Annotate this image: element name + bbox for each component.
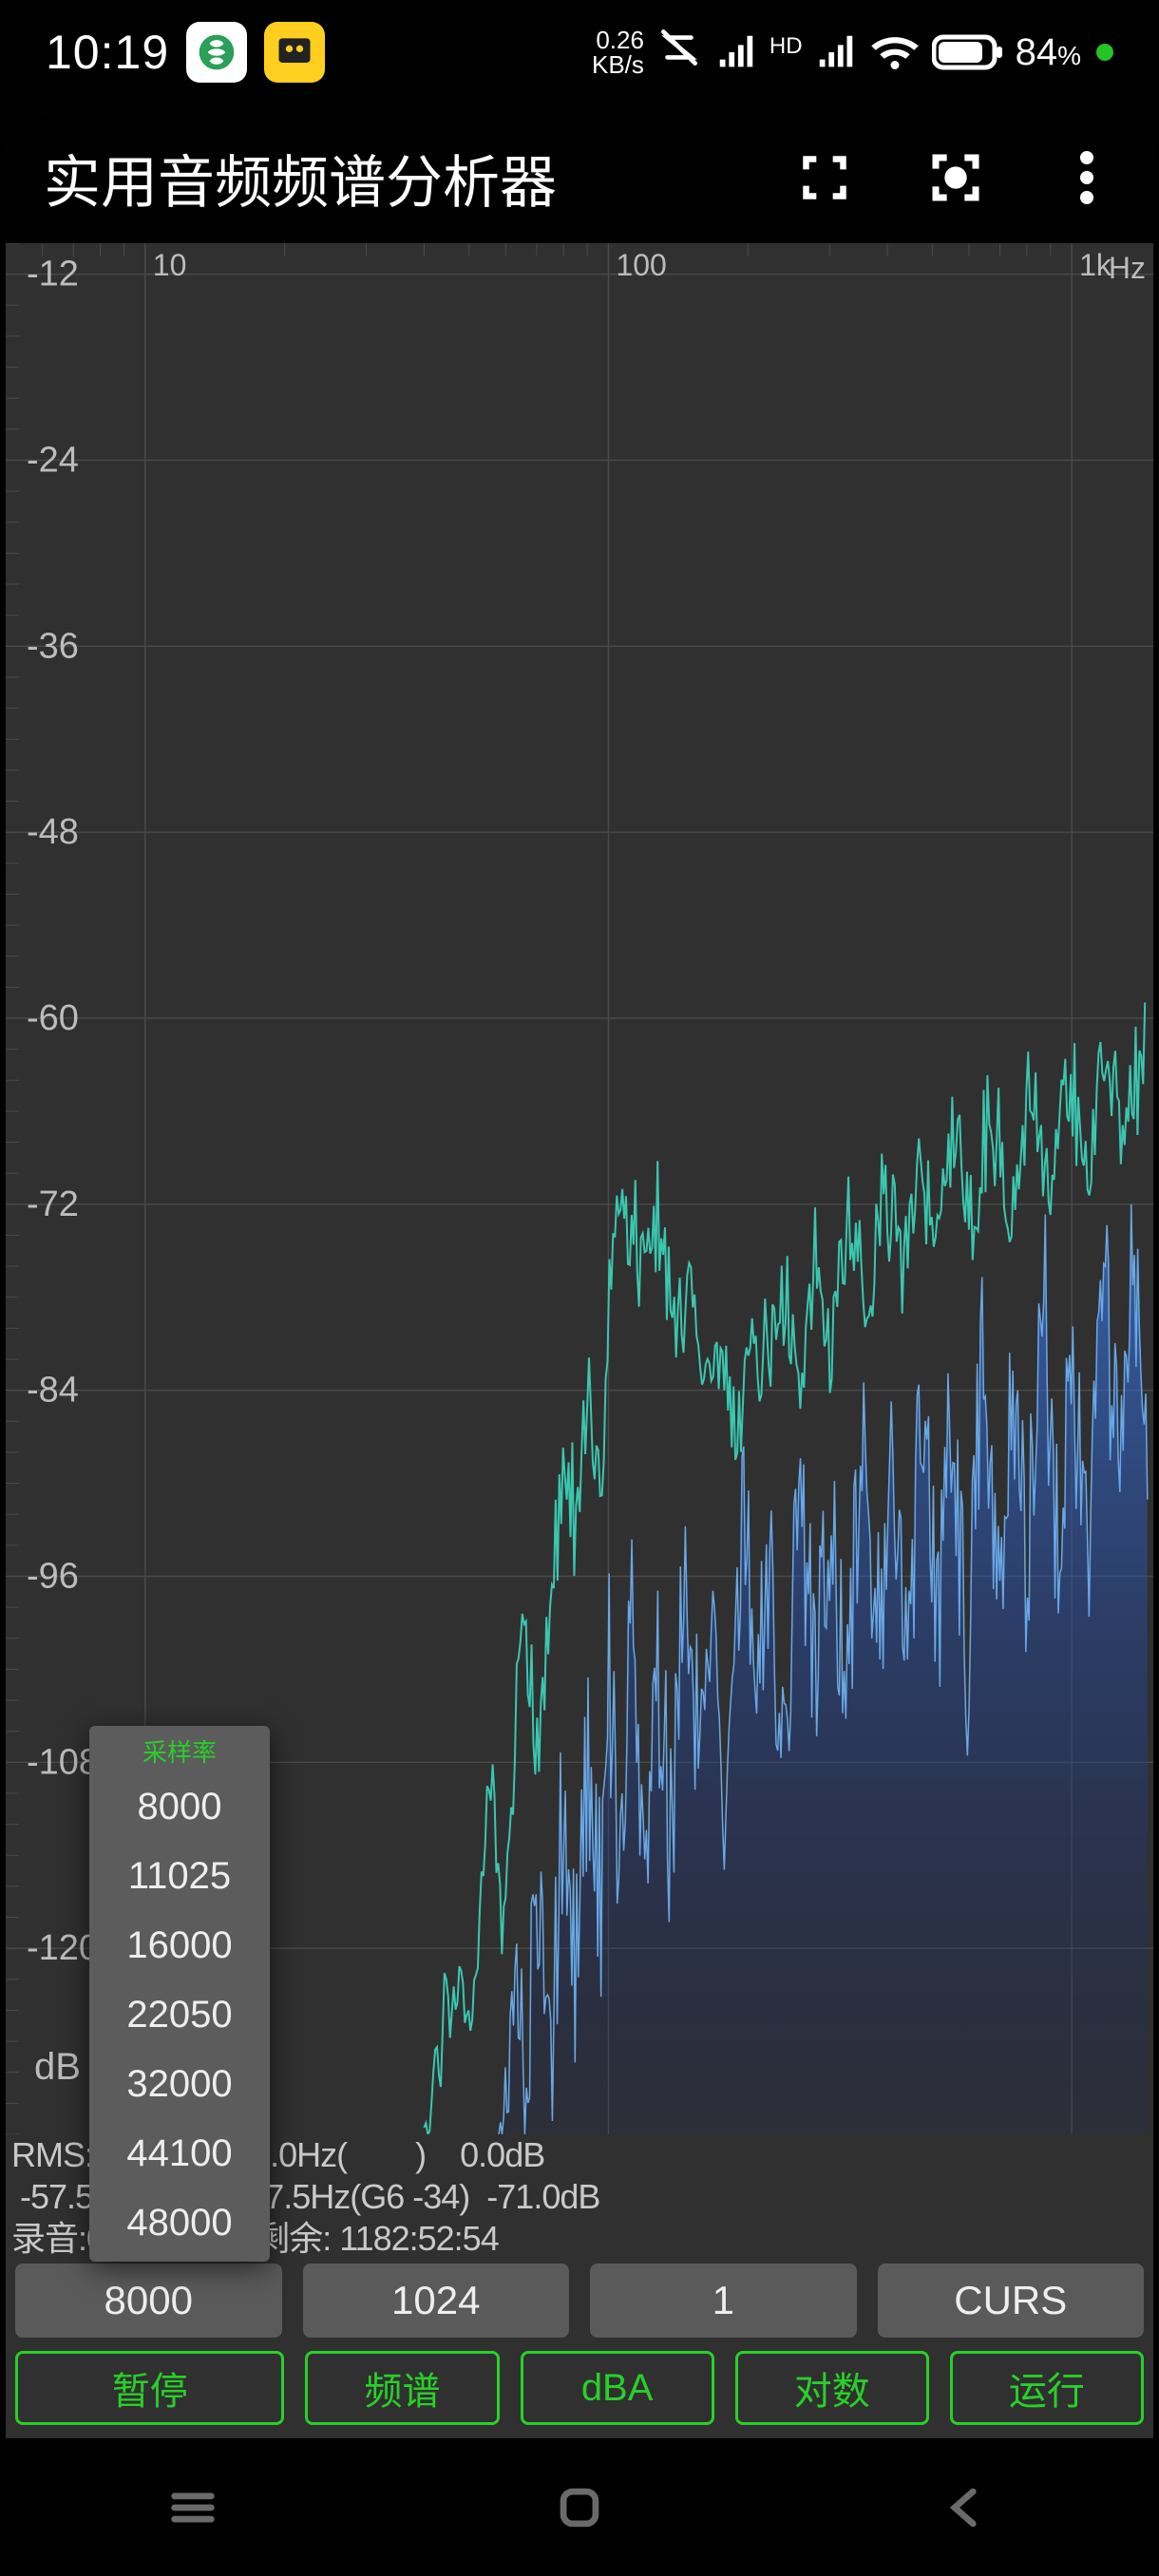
sample-rate-option[interactable]: 48000 [89,2188,270,2258]
y-unit-label: dB [34,2046,81,2089]
svg-text:-60: -60 [27,998,79,1038]
battery-percent: 84% [1016,31,1081,74]
vibrate-icon [656,24,703,82]
run-button[interactable]: 运行 [950,2351,1144,2425]
status-dot [1096,44,1113,61]
more-icon[interactable] [1058,149,1115,206]
sample-rate-option[interactable]: 22050 [89,1980,270,2050]
cursor-button[interactable]: CURS [878,2263,1145,2338]
app-title: 实用音频频谱分析器 [44,137,557,219]
recents-icon[interactable] [159,2473,227,2542]
pause-button[interactable]: 暂停 [15,2351,284,2425]
svg-text:-24: -24 [27,440,79,480]
svg-text:-120: -120 [27,1928,99,1968]
svg-text:-36: -36 [27,626,79,666]
button-rows: 8000 1024 1 CURS 暂停 频谱 dBA 对数 运行 [6,2258,1153,2438]
home-icon[interactable] [545,2473,614,2542]
svg-text:10: 10 [153,248,187,282]
fullscreen-corners-icon[interactable] [796,149,853,206]
signal-icon-1 [714,30,758,74]
wifi-icon [869,27,921,78]
sample-rate-popup: 采样率 8000110251600022050320004410048000 [89,1726,270,2262]
battery-icon [932,33,1004,71]
hd-label: HD [770,33,803,60]
svg-text:100: 100 [616,248,666,282]
status-bar: 10:19 0.26 KB/s HD 84% [0,0,1159,104]
title-bar: 实用音频频谱分析器 [6,112,1153,243]
svg-text:-12: -12 [27,255,79,294]
log-button[interactable]: 对数 [735,2351,929,2425]
sample-rate-button[interactable]: 8000 [15,2263,282,2338]
svg-text:-108: -108 [27,1742,99,1782]
spectrum-button[interactable]: 频谱 [305,2351,499,2425]
popup-title: 采样率 [89,1733,270,1769]
sample-rate-option[interactable]: 32000 [89,2050,270,2119]
x-unit-label: Hz [1109,251,1146,286]
sample-rate-option[interactable]: 16000 [89,1911,270,1980]
sample-rate-option[interactable]: 8000 [89,1772,270,1842]
sample-rate-option[interactable]: 44100 [89,2119,270,2188]
svg-text:-48: -48 [27,812,79,852]
svg-text:-96: -96 [27,1556,79,1596]
svg-text:-84: -84 [27,1371,79,1411]
back-icon[interactable] [932,2473,1000,2542]
focus-icon[interactable] [927,149,984,206]
signal-icon-2 [814,30,858,74]
clock: 10:19 [46,25,169,80]
sample-rate-option[interactable]: 11025 [89,1842,270,1911]
data-rate: 0.26 KB/s [592,28,644,77]
avg-button[interactable]: 1 [590,2263,857,2338]
app-frame: 实用音频频谱分析器 -12 -24 -36 -48 -60 -72 -84 -96 -108 -1… [6,112,1153,2438]
svg-text:1k: 1k [1079,248,1112,282]
dba-button[interactable]: dBA [521,2351,714,2425]
app-icon-1 [186,22,247,83]
android-nav-bar [0,2438,1159,2576]
fft-size-button[interactable]: 1024 [303,2263,570,2338]
svg-text:-72: -72 [27,1184,79,1224]
app-icon-2 [264,22,325,83]
